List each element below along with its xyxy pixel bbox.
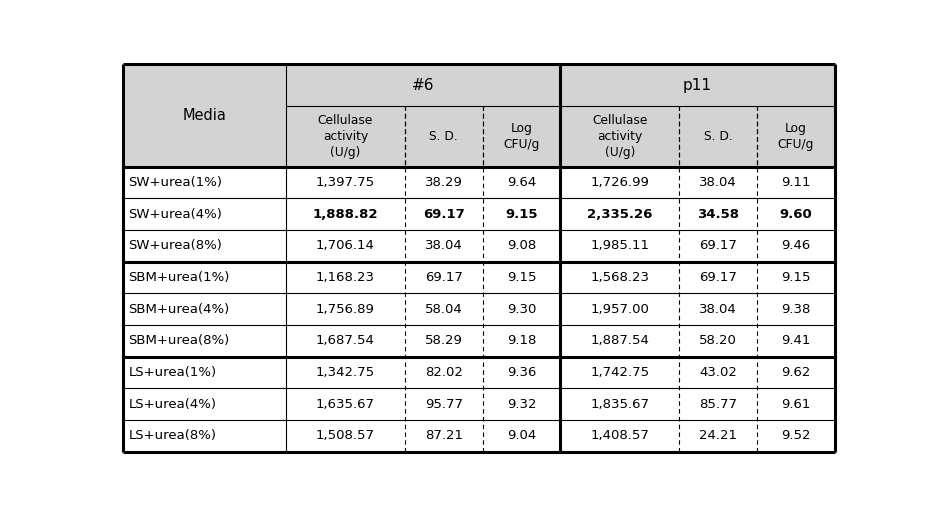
Text: 1,568.23: 1,568.23 bbox=[590, 271, 649, 284]
Text: SBM+urea(4%): SBM+urea(4%) bbox=[128, 303, 230, 316]
Text: 1,635.67: 1,635.67 bbox=[316, 398, 375, 411]
Text: 34.58: 34.58 bbox=[698, 208, 740, 221]
Text: 1,985.11: 1,985.11 bbox=[590, 239, 649, 252]
Text: 1,397.75: 1,397.75 bbox=[316, 176, 375, 189]
Text: 85.77: 85.77 bbox=[700, 398, 737, 411]
Text: 38.29: 38.29 bbox=[425, 176, 462, 189]
Text: 24.21: 24.21 bbox=[700, 429, 737, 443]
Text: 9.38: 9.38 bbox=[781, 303, 811, 316]
Text: 1,408.57: 1,408.57 bbox=[590, 429, 649, 443]
Text: 43.02: 43.02 bbox=[700, 366, 737, 379]
Text: 38.04: 38.04 bbox=[700, 176, 737, 189]
Bar bbox=[122, 262, 835, 293]
Bar bbox=[122, 293, 835, 325]
Text: S. D.: S. D. bbox=[704, 130, 732, 143]
Text: 9.62: 9.62 bbox=[781, 366, 811, 379]
Text: 9.36: 9.36 bbox=[507, 366, 536, 379]
Text: 1,342.75: 1,342.75 bbox=[316, 366, 375, 379]
Text: 9.60: 9.60 bbox=[780, 208, 813, 221]
Text: 38.04: 38.04 bbox=[425, 239, 462, 252]
Text: 9.04: 9.04 bbox=[507, 429, 536, 443]
Text: 1,887.54: 1,887.54 bbox=[590, 334, 649, 347]
Text: 1,168.23: 1,168.23 bbox=[316, 271, 375, 284]
Text: 38.04: 38.04 bbox=[700, 303, 737, 316]
Text: Cellulase
activity
(U/g): Cellulase activity (U/g) bbox=[592, 114, 647, 159]
Text: Media: Media bbox=[182, 108, 226, 123]
Text: Cellulase
activity
(U/g): Cellulase activity (U/g) bbox=[318, 114, 373, 159]
Text: 9.15: 9.15 bbox=[781, 271, 811, 284]
Text: 1,687.54: 1,687.54 bbox=[316, 334, 375, 347]
Text: Log
CFU/g: Log CFU/g bbox=[503, 122, 540, 151]
Text: 69.17: 69.17 bbox=[423, 208, 465, 221]
Text: 9.15: 9.15 bbox=[505, 208, 538, 221]
Text: LS+urea(1%): LS+urea(1%) bbox=[128, 366, 217, 379]
Text: 2,335.26: 2,335.26 bbox=[587, 208, 653, 221]
Text: Log
CFU/g: Log CFU/g bbox=[778, 122, 814, 151]
Text: 1,726.99: 1,726.99 bbox=[590, 176, 649, 189]
Text: 9.08: 9.08 bbox=[507, 239, 536, 252]
Text: 58.29: 58.29 bbox=[425, 334, 462, 347]
Text: #6: #6 bbox=[412, 78, 434, 92]
Text: 95.77: 95.77 bbox=[425, 398, 463, 411]
Text: LS+urea(8%): LS+urea(8%) bbox=[128, 429, 217, 443]
Text: 9.64: 9.64 bbox=[507, 176, 536, 189]
Text: 1,888.82: 1,888.82 bbox=[313, 208, 378, 221]
Text: 1,957.00: 1,957.00 bbox=[590, 303, 649, 316]
Text: SW+urea(8%): SW+urea(8%) bbox=[128, 239, 222, 252]
Text: 1,756.89: 1,756.89 bbox=[316, 303, 375, 316]
Text: S. D.: S. D. bbox=[430, 130, 459, 143]
Text: SBM+urea(1%): SBM+urea(1%) bbox=[128, 271, 230, 284]
Text: 9.41: 9.41 bbox=[781, 334, 811, 347]
Text: p11: p11 bbox=[683, 78, 712, 92]
Text: 69.17: 69.17 bbox=[700, 239, 737, 252]
Text: 9.32: 9.32 bbox=[507, 398, 536, 411]
Text: SW+urea(1%): SW+urea(1%) bbox=[128, 176, 222, 189]
Text: 1,508.57: 1,508.57 bbox=[316, 429, 375, 443]
Text: 1,706.14: 1,706.14 bbox=[316, 239, 375, 252]
Bar bbox=[122, 198, 835, 230]
Bar bbox=[122, 325, 835, 357]
Text: 69.17: 69.17 bbox=[425, 271, 462, 284]
Text: 9.61: 9.61 bbox=[781, 398, 811, 411]
Text: 1,835.67: 1,835.67 bbox=[590, 398, 649, 411]
Text: LS+urea(4%): LS+urea(4%) bbox=[128, 398, 217, 411]
Bar bbox=[122, 388, 835, 420]
Bar bbox=[122, 230, 835, 262]
Text: SBM+urea(8%): SBM+urea(8%) bbox=[128, 334, 230, 347]
Bar bbox=[122, 167, 835, 198]
Text: 9.52: 9.52 bbox=[781, 429, 811, 443]
Text: 9.11: 9.11 bbox=[781, 176, 811, 189]
Text: 1,742.75: 1,742.75 bbox=[590, 366, 649, 379]
Text: 58.20: 58.20 bbox=[700, 334, 737, 347]
Text: 9.46: 9.46 bbox=[782, 239, 811, 252]
Text: 82.02: 82.02 bbox=[425, 366, 462, 379]
Text: 58.04: 58.04 bbox=[425, 303, 462, 316]
Text: SW+urea(4%): SW+urea(4%) bbox=[128, 208, 222, 221]
Text: 69.17: 69.17 bbox=[700, 271, 737, 284]
Text: 9.18: 9.18 bbox=[507, 334, 536, 347]
Text: 9.30: 9.30 bbox=[507, 303, 536, 316]
Text: 87.21: 87.21 bbox=[425, 429, 463, 443]
Bar bbox=[122, 357, 835, 388]
Bar bbox=[122, 420, 835, 452]
Text: 9.15: 9.15 bbox=[507, 271, 536, 284]
